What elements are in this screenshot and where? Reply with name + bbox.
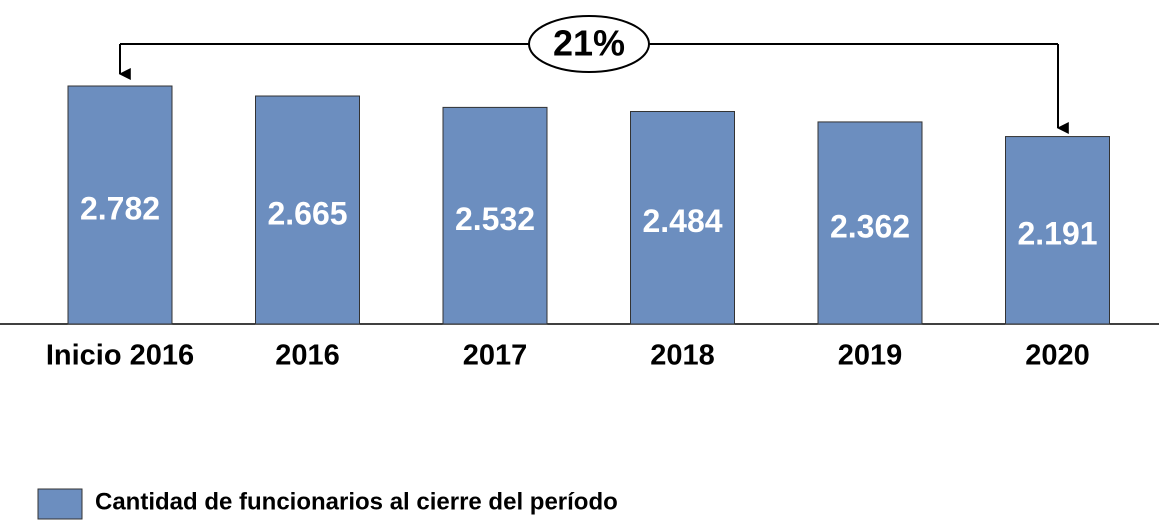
bar — [67, 85, 173, 325]
bar — [255, 95, 360, 325]
value-label: 2.665 — [267, 195, 347, 231]
value-label: 2.532 — [455, 201, 535, 237]
bar — [1005, 136, 1110, 325]
x-tick-label: 2018 — [650, 340, 715, 372]
bar — [817, 121, 923, 325]
x-tick-label: Inicio 2016 — [46, 340, 194, 372]
annotation-bubble — [528, 15, 650, 73]
value-label: 2.484 — [642, 203, 722, 239]
annotation: 21% — [553, 23, 625, 64]
value-label: 2.191 — [1017, 216, 1097, 252]
legend-swatch — [37, 488, 83, 520]
x-tick-label: 2016 — [275, 340, 340, 372]
value-label: 2.782 — [80, 190, 160, 226]
x-tick-label: 2017 — [463, 340, 528, 372]
bar — [630, 110, 735, 325]
x-tick-label: 2019 — [838, 340, 903, 372]
x-tick-label: 2020 — [1025, 340, 1090, 372]
value-label: 2.362 — [830, 208, 910, 244]
bar — [442, 106, 548, 325]
legend-label: Cantidad de funcionarios al cierre del p… — [95, 488, 618, 515]
